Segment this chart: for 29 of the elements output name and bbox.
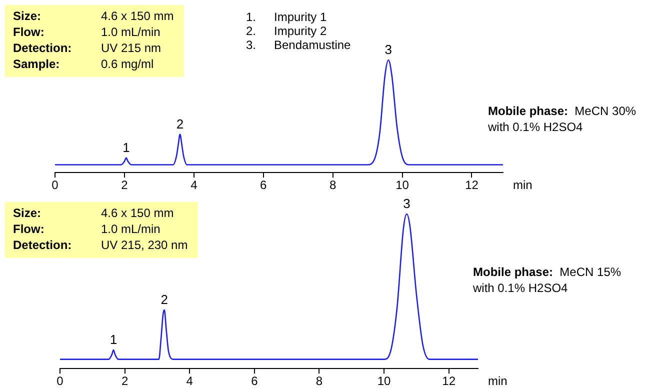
annotation: Mobile phase: MeCN 15% with 0.1% H2SO4 — [473, 264, 622, 296]
x-tick-label: 0 — [56, 374, 64, 388]
x-tick-label: 2 — [121, 374, 128, 388]
x-tick-label: 4 — [190, 178, 198, 192]
x-tick-label: 8 — [329, 178, 336, 192]
info-box: Size: 4.6 x 150 mm Flow: 1.0 mL/min Detection: UV 215 nm Sample: 0.6 mg/ml — [5, 5, 184, 77]
x-tick-label: 12 — [465, 178, 479, 192]
x-tick-label: 8 — [316, 374, 323, 388]
x-axis-title: min — [488, 374, 508, 388]
annotation: 1 — [110, 332, 118, 348]
annotation: 3 — [384, 42, 392, 58]
x-tick-label: 0 — [52, 178, 59, 192]
annotation: 2 — [176, 116, 184, 132]
x-tick-label: 6 — [251, 374, 258, 388]
x-tick-label: 6 — [260, 178, 268, 192]
x-tick-label: 2 — [121, 178, 128, 192]
info-box: Size: 4.6 x 150 mm Flow: 1.0 mL/min Detection: UV 215, 230 nm — [5, 202, 198, 258]
annotation: 3 — [403, 196, 410, 212]
x-tick-label: 4 — [186, 374, 194, 388]
annotation: 2 — [160, 292, 168, 307]
x-axis-title: min — [513, 178, 532, 192]
annotation: Mobile phase: MeCN 30% with 0.1% H2SO4 — [488, 103, 638, 135]
x-tick-label: 12 — [442, 374, 456, 388]
text: 1. Impurity 1 — [246, 10, 327, 24]
text: 3. Bendamustine — [246, 38, 351, 52]
text: 2. Impurity 2 — [246, 24, 327, 38]
x-tick-label: 10 — [377, 374, 392, 388]
annotation: 1 — [122, 140, 130, 156]
x-tick-label: 10 — [396, 178, 410, 192]
